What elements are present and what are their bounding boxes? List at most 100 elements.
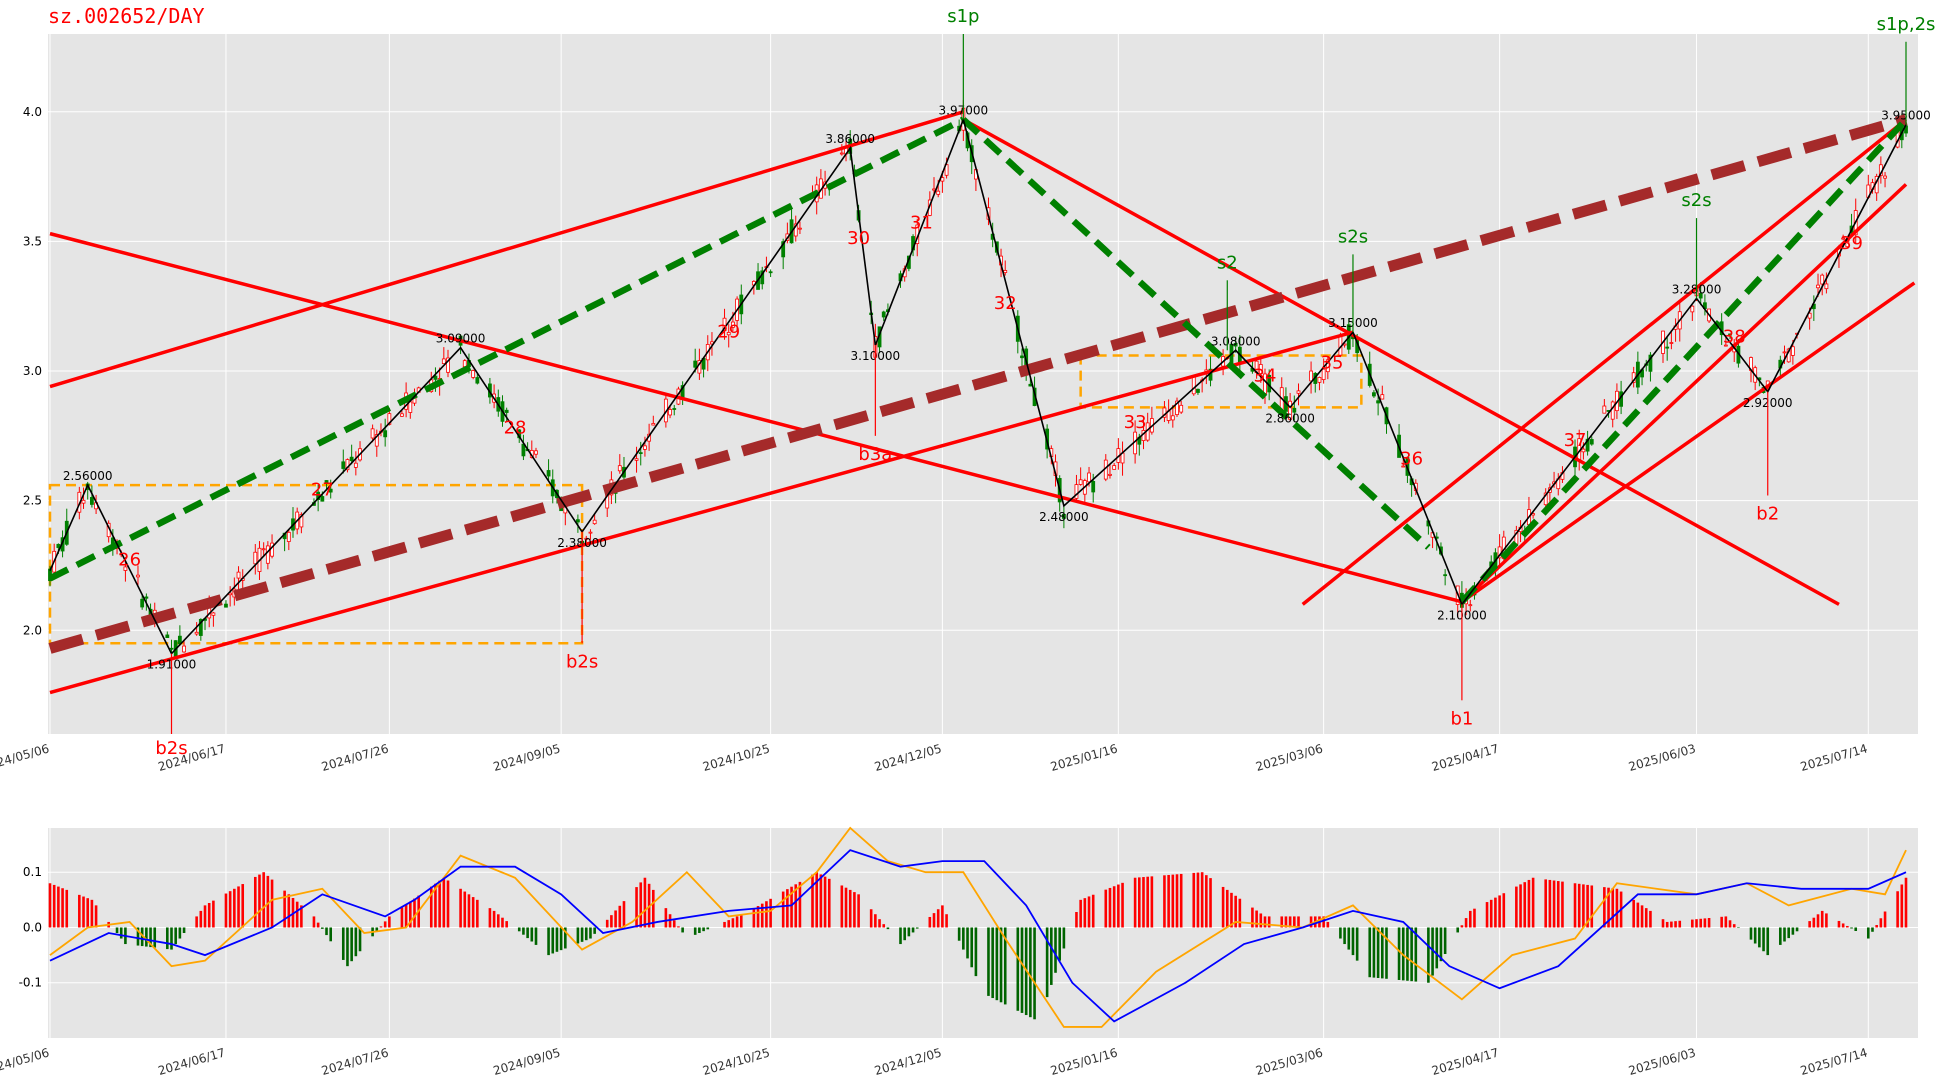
macd-hist-bar xyxy=(1603,887,1606,928)
candle-body xyxy=(1669,342,1674,344)
stroke-number-label: 38 xyxy=(1723,327,1746,348)
macd-hist-bar xyxy=(853,892,856,928)
candle-body xyxy=(881,311,886,318)
stroke-number-label: 33 xyxy=(1124,412,1147,433)
macd-hist-bar xyxy=(1288,916,1292,928)
macd-hist-bar xyxy=(409,901,412,928)
macd-hist-bar xyxy=(664,908,668,928)
macd-hist-bar xyxy=(555,927,559,952)
candle-body xyxy=(793,223,798,237)
macd-hist-bar xyxy=(1225,889,1229,928)
macd-hist-bar xyxy=(1678,920,1682,928)
macd-hist-bar xyxy=(170,927,173,950)
pivot-price-label: 2.56000 xyxy=(63,469,113,483)
macd-hist-bar xyxy=(1561,881,1564,928)
macd-hist-bar xyxy=(136,927,140,946)
macd-hist-bar xyxy=(1753,927,1757,944)
macd-hist-bar xyxy=(325,927,328,936)
macd-hist-bar xyxy=(848,889,852,928)
macd-hist-bar xyxy=(316,922,320,928)
candle-body xyxy=(575,519,580,523)
candle-body xyxy=(1292,407,1297,413)
candle-body xyxy=(1003,270,1008,273)
macd-hist-bar xyxy=(1075,912,1078,928)
candle-body xyxy=(1191,375,1196,395)
macd-hist-bar xyxy=(1812,917,1816,928)
candle-body xyxy=(261,548,266,551)
macd-hist-bar xyxy=(1033,927,1036,1020)
macd-hist-bar xyxy=(1355,927,1359,961)
macd-hist-bar xyxy=(1808,921,1811,928)
macd-hist-bar xyxy=(1489,899,1493,928)
candle-body xyxy=(144,596,149,599)
macd-hist-bar xyxy=(781,891,785,928)
macd-hist-bar xyxy=(564,927,567,949)
trend-line xyxy=(1459,117,1909,604)
macd-hist-bar xyxy=(1674,921,1677,928)
macd-hist-bar xyxy=(241,884,245,928)
macd-hist-bar xyxy=(962,927,965,950)
macd-hist-bar xyxy=(1368,927,1372,978)
candle-body xyxy=(668,409,672,416)
macd-hist-bar xyxy=(90,899,94,928)
macd-hist-bar xyxy=(1900,884,1904,928)
macd-hist-bar xyxy=(869,909,873,928)
macd-hist-bar xyxy=(731,918,735,928)
macd-hist-bar xyxy=(350,927,353,962)
macd-hist-bar xyxy=(199,910,203,928)
macd-hist-bar xyxy=(233,888,236,928)
macd-hist-bar xyxy=(706,927,710,930)
candle-body xyxy=(1690,305,1695,313)
y-tick-label: 4.0 xyxy=(23,105,42,119)
macd-hist-bar xyxy=(589,927,592,939)
macd-hist-bar xyxy=(1112,886,1116,928)
macd-hist-bar xyxy=(915,927,919,929)
macd-hist-bar xyxy=(1820,910,1824,928)
zone-box xyxy=(1079,354,1363,409)
macd-hist-bar xyxy=(756,906,760,928)
macd-hist-bar xyxy=(823,876,827,928)
candle-body xyxy=(1648,354,1653,372)
candle-body xyxy=(1841,237,1846,240)
y-tick-label: 2.0 xyxy=(23,623,42,637)
x-tick-label: 2025/03/06 xyxy=(1254,741,1324,774)
macd-hist-bar xyxy=(1766,927,1770,956)
candle-body xyxy=(1790,346,1795,356)
macd-hist-bar xyxy=(413,898,416,928)
macd-hist-bar xyxy=(224,893,228,928)
macd-hist-bar xyxy=(1196,872,1200,928)
macd-hist-bar xyxy=(1179,873,1183,928)
signal-label: b3a xyxy=(858,444,892,465)
macd-hist-bar xyxy=(547,927,550,956)
candle-body xyxy=(1468,604,1473,607)
macd-hist-bar xyxy=(1644,908,1648,928)
candle-body xyxy=(471,370,476,378)
macd-hist-bar xyxy=(1205,875,1208,928)
candle-body xyxy=(370,428,375,439)
macd-hist-bar xyxy=(945,914,948,928)
candle-body xyxy=(1091,481,1096,493)
macd-hist-bar xyxy=(1263,916,1267,928)
macd-hist-bar xyxy=(1636,902,1640,928)
macd-hist-bar xyxy=(576,927,580,944)
candle-body xyxy=(643,445,647,450)
macd-hist-bar xyxy=(442,877,446,928)
candle-body xyxy=(726,332,731,336)
macd-hist-bar xyxy=(752,908,756,928)
macd-x-tick-label: 2025/07/14 xyxy=(1799,1045,1869,1078)
macd-hist-bar xyxy=(237,886,240,928)
candle-body xyxy=(433,375,438,380)
macd-hist-bar xyxy=(652,889,655,928)
macd-hist-bar xyxy=(174,927,177,945)
macd-hist-bar xyxy=(1297,916,1300,928)
stroke-number-label: 28 xyxy=(504,417,527,438)
macd-hist-bar xyxy=(312,916,316,928)
candle-body xyxy=(320,496,325,502)
macd-hist-bar xyxy=(505,921,508,928)
macd-hist-bar xyxy=(551,927,555,954)
macd-x-tick-label: 2024/10/25 xyxy=(701,1045,771,1078)
macd-hist-bar xyxy=(907,927,911,937)
macd-hist-bar xyxy=(1016,927,1020,1011)
candle-body xyxy=(798,227,802,230)
signal-label: b2s xyxy=(155,738,187,759)
